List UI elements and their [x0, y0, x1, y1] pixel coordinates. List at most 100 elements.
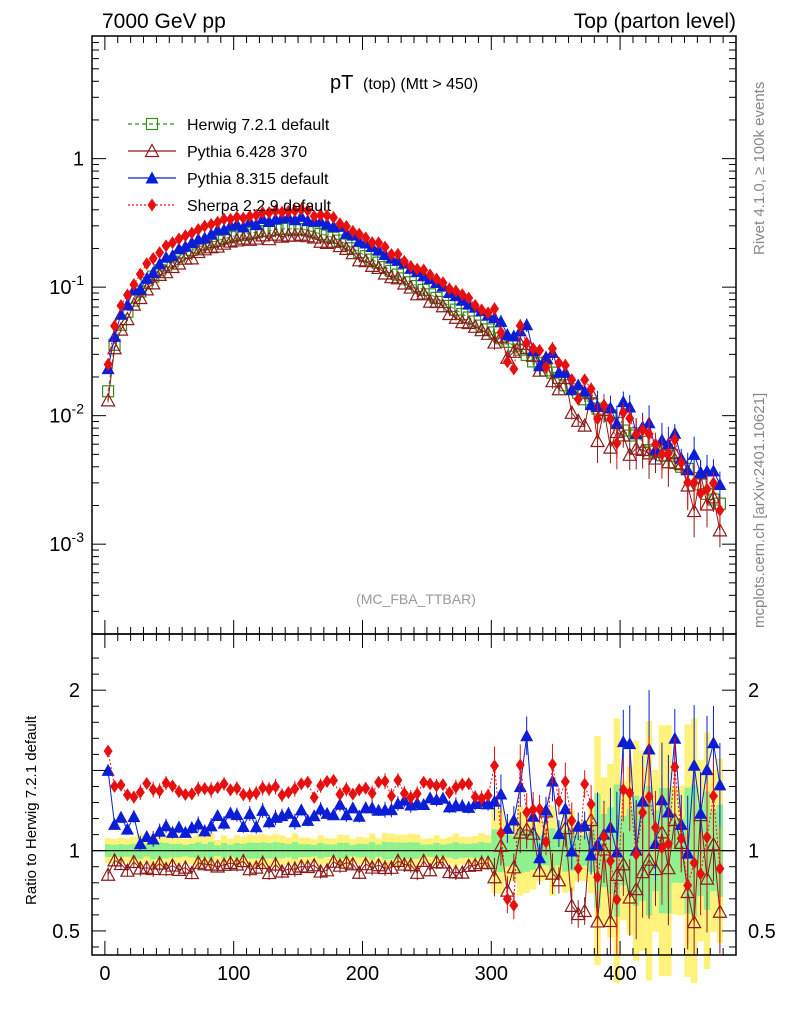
ratio-point-sherpa: [535, 802, 545, 816]
ratio-point-sherpa: [180, 787, 190, 801]
ratio-point-pythia8: [178, 825, 192, 838]
point-pythia6: [171, 255, 187, 270]
point-pythia6: [113, 321, 129, 336]
point-sherpa: [406, 259, 416, 273]
ratio-point-sherpa: [412, 787, 422, 801]
point-pythia8: [494, 314, 508, 327]
ratio-point-sherpa: [593, 870, 603, 884]
point-sherpa: [335, 217, 345, 231]
point-sherpa: [232, 210, 242, 224]
point-sherpa: [502, 355, 512, 369]
point-sherpa: [264, 206, 274, 220]
ratio-point-pythia6: [210, 858, 226, 873]
point-pythia6: [261, 231, 277, 246]
point-pythia6: [242, 232, 258, 246]
ratio-point-pythia8: [217, 816, 231, 829]
ratio-point-sherpa: [374, 775, 384, 789]
ratio-point-sherpa: [676, 831, 686, 845]
ratio-point-pythia8: [146, 832, 160, 845]
ratio-point-sherpa: [193, 782, 203, 796]
point-pythia6: [480, 326, 496, 340]
point-sherpa: [490, 302, 499, 316]
ratio-point-sherpa: [110, 779, 120, 793]
ratio-point-pythia8: [706, 736, 720, 749]
point-sherpa: [554, 356, 564, 370]
ratio-point-sherpa: [258, 781, 268, 795]
point-pythia6: [544, 373, 560, 388]
ratio-point-pythia8: [101, 763, 115, 776]
y-tick-label: 10-2: [49, 401, 84, 428]
point-pythia6: [416, 285, 432, 300]
ratio-point-pythia6: [332, 857, 348, 872]
y-tick-base: 10: [49, 534, 71, 556]
point-sherpa: [367, 236, 377, 250]
ratio-point-pythia8: [513, 780, 527, 793]
ratio-point-sherpa: [316, 779, 326, 793]
point-pythia6: [229, 232, 245, 247]
ratio-point-pythia8: [539, 803, 553, 816]
ratio-point-pythia6: [506, 859, 522, 874]
point-pythia6: [461, 315, 477, 330]
ratio-point-pythia8: [288, 815, 302, 828]
ratio-point-sherpa: [470, 790, 480, 804]
ratio-point-pythia6: [158, 861, 174, 876]
ratio-point-pythia8: [558, 802, 572, 815]
point-pythia6: [474, 322, 490, 337]
ratio-point-sherpa: [509, 898, 519, 912]
point-sherpa: [541, 360, 551, 374]
ratio-point-sherpa: [528, 803, 538, 817]
point-pythia6: [686, 503, 702, 518]
point-sherpa: [380, 240, 390, 254]
line-pythia8: [107, 215, 721, 485]
ratio-point-pythia8: [391, 797, 405, 810]
ratio-point-pythia6: [409, 865, 425, 879]
ratio-point-sherpa: [638, 806, 648, 820]
ratio-point-sherpa: [168, 779, 177, 793]
ratio-point-sherpa: [625, 786, 635, 800]
point-pythia6: [403, 279, 419, 294]
ratio-tick-label: 0.5: [52, 921, 80, 943]
ratio-point-pythia6: [667, 812, 683, 826]
ratio-point-sherpa: [116, 778, 126, 792]
point-sherpa: [142, 257, 152, 271]
ratio-point-sherpa: [432, 779, 442, 793]
ratio-point-sherpa: [309, 790, 319, 804]
ratio-point-pythia8: [262, 815, 276, 828]
ratio-point-sherpa: [103, 744, 113, 758]
ratio-point-sherpa: [232, 781, 242, 795]
ratio-point-pythia8: [314, 802, 328, 815]
ratio-point-sherpa: [341, 782, 351, 796]
point-sherpa: [580, 373, 590, 387]
y-tick-label: 10-1: [49, 272, 84, 299]
point-sherpa: [599, 399, 609, 413]
analysis-watermark: (MC_FBA_TTBAR): [356, 591, 476, 607]
ratio-panel: 0.5 0.5 1 1 2 2 0 100 200 300 400: [52, 633, 776, 985]
ratio-point-pythia8: [172, 820, 186, 833]
ratio-point-pythia8: [120, 822, 134, 835]
ratio-point-pythia8: [301, 813, 315, 826]
point-sherpa: [676, 456, 686, 470]
ratio-point-pythia8: [327, 808, 340, 821]
ratio-point-pythia8: [191, 817, 205, 830]
ratio-point-pythia8: [623, 737, 637, 750]
ratio-point-pythia8: [668, 731, 682, 744]
ratio-point-pythia8: [507, 813, 521, 826]
point-pythia8: [565, 382, 579, 395]
ratio-point-pythia6: [364, 859, 380, 874]
point-pythia6: [551, 381, 567, 396]
ratio-point-pythia6: [229, 856, 245, 871]
ratio-point-sherpa: [696, 867, 706, 881]
ratio-point-pythia8: [153, 824, 167, 837]
ratio-point-pythia6: [242, 861, 258, 876]
point-pythia8: [706, 464, 720, 477]
point-pythia6: [390, 270, 406, 285]
point-pythia8: [236, 220, 250, 233]
ratio-point-pythia6: [171, 862, 187, 876]
point-pythia8: [178, 239, 192, 252]
ratio-point-sherpa: [393, 773, 403, 787]
ratio-tick-label-right: 1: [748, 841, 759, 863]
ratio-point-sherpa: [605, 854, 615, 868]
ratio-point-pythia6: [274, 863, 290, 878]
ratio-point-sherpa: [580, 777, 590, 791]
